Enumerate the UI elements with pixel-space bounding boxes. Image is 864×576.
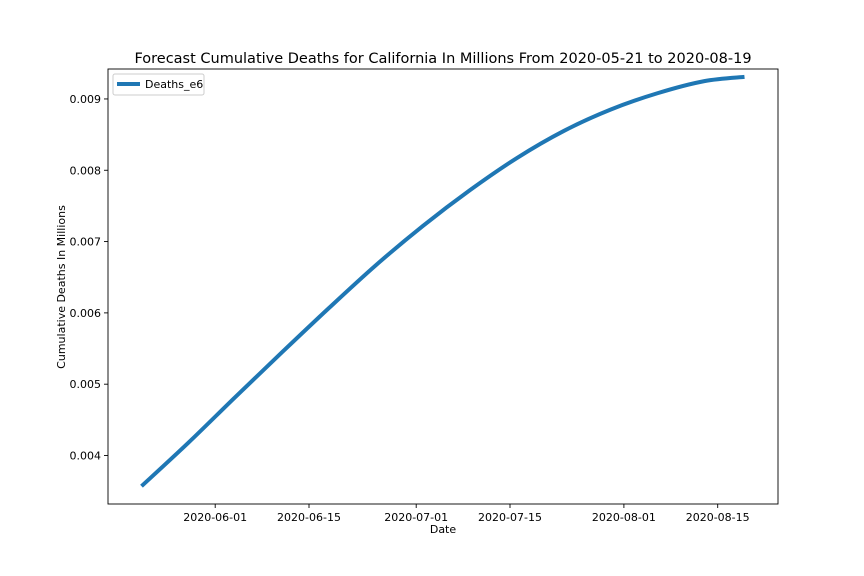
legend-label: Deaths_e6	[145, 78, 203, 91]
x-tick-label: 2020-06-01	[183, 511, 247, 524]
y-tick-label: 0.006	[70, 307, 102, 320]
y-tick-label: 0.004	[70, 450, 102, 463]
x-axis-label: Date	[430, 523, 457, 536]
x-tick-label: 2020-06-15	[277, 511, 341, 524]
plot-frame	[107, 68, 779, 505]
x-tick-label: 2020-08-01	[592, 511, 656, 524]
y-tick-label: 0.005	[70, 378, 102, 391]
y-axis: 0.004 0.005 0.006 0.007 0.008 0.009	[70, 93, 108, 463]
series-line-0	[140, 74, 745, 488]
x-tick-label: 2020-08-15	[686, 511, 750, 524]
x-tick-label: 2020-07-01	[384, 511, 448, 524]
plot-area	[107, 68, 779, 505]
series-layer	[140, 74, 745, 488]
x-axis: 2020-06-01 2020-06-15 2020-07-01 2020-07-15…	[183, 504, 750, 524]
legend: Deaths_e6	[112, 73, 205, 96]
y-tick-label: 0.008	[70, 164, 102, 177]
x-tick-label: 2020-07-15	[478, 511, 542, 524]
y-tick-label: 0.009	[70, 93, 102, 106]
legend-box	[112, 73, 205, 96]
y-tick-label: 0.007	[70, 236, 102, 249]
y-axis-label: Cumulative Deaths In Millions	[55, 205, 68, 369]
chart-title: Forecast Cumulative Deaths for Californi…	[134, 51, 751, 67]
